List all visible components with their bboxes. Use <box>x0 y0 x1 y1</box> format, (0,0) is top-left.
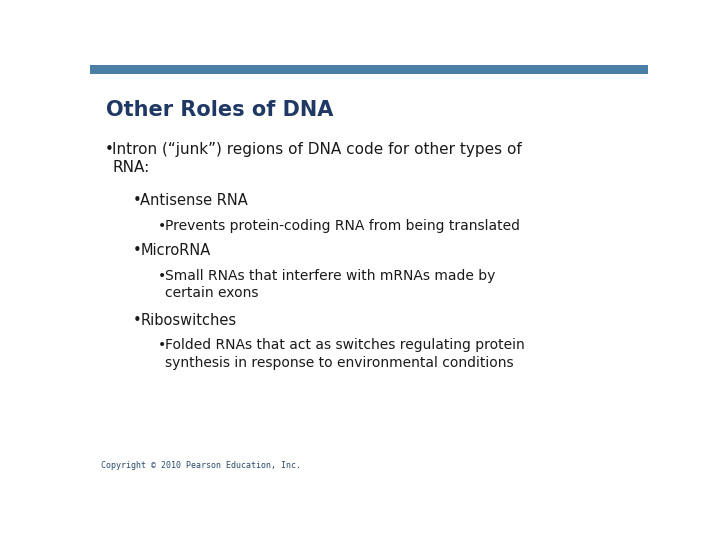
Text: •: • <box>133 313 142 328</box>
Text: •: • <box>158 268 166 282</box>
Text: Copyright © 2010 Pearson Education, Inc.: Copyright © 2010 Pearson Education, Inc. <box>101 461 301 470</box>
Text: Prevents protein-coding RNA from being translated: Prevents protein-coding RNA from being t… <box>166 219 521 233</box>
Text: •: • <box>158 339 166 353</box>
Text: •: • <box>133 243 142 258</box>
Text: Riboswitches: Riboswitches <box>140 313 236 328</box>
Text: Intron (“junk”) regions of DNA code for other types of
RNA:: Intron (“junk”) regions of DNA code for … <box>112 141 522 176</box>
Text: Other Roles of DNA: Other Roles of DNA <box>106 100 333 120</box>
Text: •: • <box>158 219 166 233</box>
Text: •: • <box>133 193 142 208</box>
Bar <box>90 65 648 74</box>
Text: •: • <box>105 141 114 157</box>
Text: Antisense RNA: Antisense RNA <box>140 193 248 208</box>
Text: Small RNAs that interfere with mRNAs made by
certain exons: Small RNAs that interfere with mRNAs mad… <box>166 268 495 300</box>
Text: MicroRNA: MicroRNA <box>140 243 210 258</box>
Text: Folded RNAs that act as switches regulating protein
synthesis in response to env: Folded RNAs that act as switches regulat… <box>166 339 525 370</box>
